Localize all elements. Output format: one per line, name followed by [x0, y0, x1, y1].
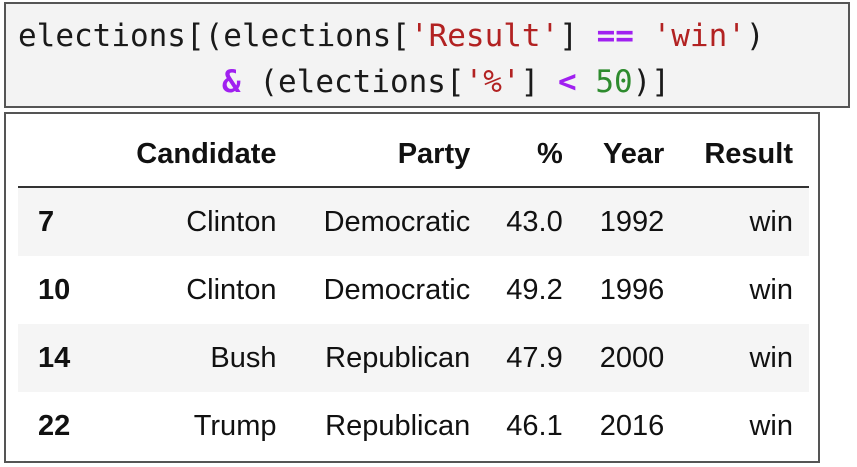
cell-year: 2016 [599, 409, 665, 442]
code-token [634, 18, 653, 54]
code-token: ] [559, 18, 597, 54]
cell-result: win [749, 409, 793, 442]
cell-party: Democratic [323, 205, 471, 238]
cell-result: win [749, 341, 793, 374]
code-token: (elections[ [240, 64, 465, 100]
header-year: Year [578, 122, 681, 188]
code-token: ] [520, 64, 558, 100]
header-result: Result [680, 122, 809, 188]
cell-party: Republican [325, 409, 471, 442]
cell-result: win [749, 205, 793, 238]
cell-candidate: Trump [193, 409, 277, 442]
cell-party: Republican [325, 341, 471, 374]
cell-year: 1992 [599, 205, 665, 238]
output-table-container: Candidate Party % Year Result 7 Clinton … [4, 112, 820, 463]
table-row: 10 Clinton Democratic 49.2 1996 win [18, 256, 809, 324]
table-row: 22 Trump Republican 46.1 2016 win [18, 392, 809, 460]
cell-year: 2000 [599, 341, 665, 374]
table-row: 14 Bush Republican 47.9 2000 win [18, 324, 809, 392]
code-operator: < [557, 64, 577, 100]
cell-year: 1996 [599, 273, 665, 306]
header-candidate: Candidate [106, 122, 293, 188]
row-index: 22 [38, 409, 71, 442]
cell-candidate: Clinton [186, 273, 277, 306]
code-operator: & [222, 64, 241, 100]
row-index: 10 [38, 273, 71, 306]
code-string: 'Result' [409, 18, 560, 54]
table-header-row: Candidate Party % Year Result [18, 122, 809, 188]
code-number: 50 [595, 64, 633, 100]
code-cell[interactable]: elections[(elections['Result'] == 'win')… [4, 2, 850, 108]
header-party: Party [292, 122, 487, 188]
code-operator: == [596, 18, 634, 54]
code-token: )] [632, 64, 670, 100]
code-token [577, 64, 596, 100]
cell-result: win [749, 273, 793, 306]
cell-percent: 47.9 [506, 341, 563, 374]
cell-percent: 46.1 [506, 409, 563, 442]
code-token: ) [745, 18, 765, 54]
header-percent: % [486, 122, 579, 188]
cell-candidate: Clinton [186, 205, 277, 238]
dataframe-table: Candidate Party % Year Result 7 Clinton … [18, 122, 809, 460]
header-index [18, 122, 106, 188]
code-line-2: & (elections['%'] < 50)] [222, 62, 670, 102]
row-index: 14 [38, 341, 71, 374]
code-string: '%' [464, 64, 521, 100]
cell-party: Democratic [323, 273, 471, 306]
row-index: 7 [38, 205, 55, 238]
table-row: 7 Clinton Democratic 43.0 1992 win [18, 187, 809, 256]
cell-candidate: Bush [210, 341, 277, 374]
code-string: 'win' [652, 18, 746, 54]
code-token: elections[(elections[ [18, 18, 410, 54]
cell-percent: 49.2 [506, 273, 563, 306]
cell-percent: 43.0 [506, 205, 563, 238]
code-line-1: elections[(elections['Result'] == 'win') [18, 16, 765, 56]
